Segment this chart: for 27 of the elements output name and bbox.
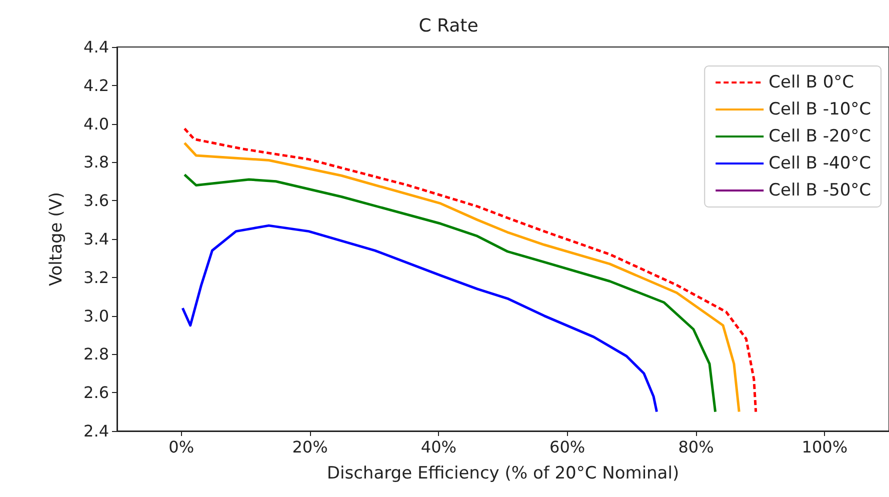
y-axis-title: Voltage (V) [46, 192, 66, 286]
x-tick-label: 80% [678, 438, 714, 456]
x-tick-label: 100% [802, 438, 848, 456]
y-tick-label: 3.4 [84, 230, 109, 248]
line-series [181, 224, 658, 414]
chart-title: C Rate [418, 16, 478, 36]
y-tick-label: 2.4 [84, 422, 109, 440]
y-tick-label: 2.8 [84, 344, 109, 364]
y-tick-label: 2.6 [84, 383, 109, 402]
legend-label: Cell B 0°C [768, 72, 854, 92]
y-tick-label: 3.8 [84, 152, 109, 172]
legend-label: Cell B -20°C [768, 126, 872, 146]
legend-label: Cell B -50°C [768, 180, 872, 200]
y-tick-label: 3.6 [84, 191, 109, 210]
legend-label: Cell B -10°C [768, 100, 872, 120]
line-series [183, 173, 717, 414]
y-tick-label: 4.2 [84, 76, 109, 95]
x-tick-label: 20% [292, 438, 328, 456]
x-tick-label: 40% [420, 438, 456, 456]
x-tick-label: 60% [550, 438, 586, 456]
legend-label: Cell B -40°C [768, 154, 872, 174]
y-tick-label: 4.0 [84, 114, 109, 134]
x-tick-label: 0% [168, 438, 194, 456]
y-tick-label: 4.4 [84, 38, 109, 56]
y-tick-label: 3.0 [84, 306, 109, 326]
x-axis-title: Discharge Efficiency (% of 20°C Nominal) [326, 464, 680, 484]
y-tick-label: 3.2 [84, 268, 109, 287]
